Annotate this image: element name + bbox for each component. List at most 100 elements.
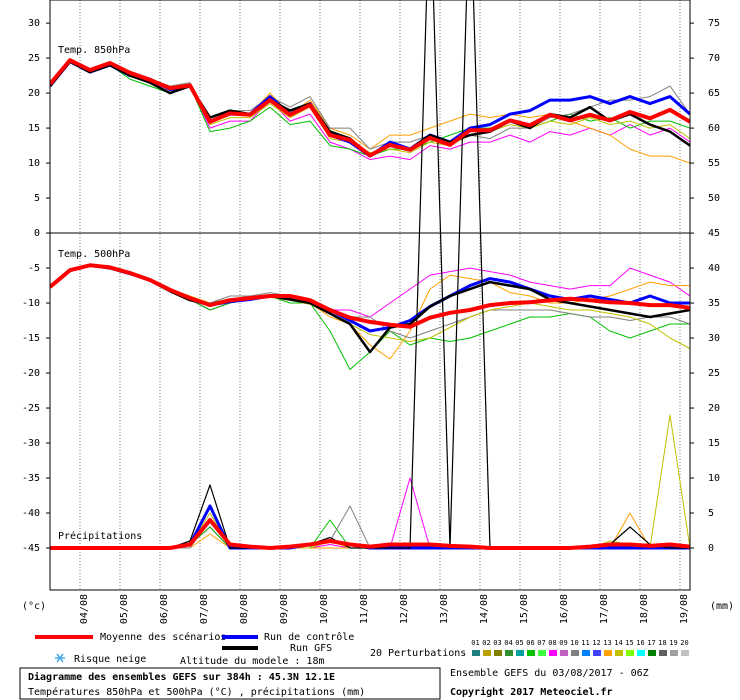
x-tick-label: 16/08 bbox=[559, 594, 570, 624]
y-tick-label: -35 bbox=[22, 473, 40, 484]
x-tick-label: 12/08 bbox=[399, 594, 410, 624]
member-label: 02 bbox=[482, 639, 490, 647]
y-tick-label: -45 bbox=[22, 543, 40, 554]
member-swatch bbox=[604, 650, 612, 656]
y-tick-label: 20 bbox=[28, 88, 40, 99]
series-line bbox=[50, 263, 690, 329]
member-swatch bbox=[538, 650, 546, 656]
y-tick-label: 10 bbox=[28, 158, 40, 169]
info-box bbox=[19, 667, 441, 700]
y2-tick-label: 65 bbox=[708, 88, 720, 99]
copyright: Copyright 2017 Meteociel.fr bbox=[450, 686, 613, 698]
member-swatch bbox=[527, 650, 535, 656]
x-tick-label: 18/08 bbox=[639, 594, 650, 624]
member-label: 05 bbox=[515, 639, 523, 647]
member-swatch bbox=[637, 650, 645, 656]
x-tick-label: 04/08 bbox=[79, 594, 90, 624]
perturbations-label: 20 Perturbations bbox=[370, 648, 466, 659]
member-swatch bbox=[648, 650, 656, 656]
y2-tick-label: 25 bbox=[708, 368, 720, 379]
y-tick-label: 15 bbox=[28, 123, 40, 134]
y-unit: (°c) bbox=[22, 601, 46, 612]
legend-label: Moyenne des scénarios bbox=[100, 631, 226, 643]
panel-label: Temp. 500hPa bbox=[58, 249, 130, 260]
snow-label: Risque neige bbox=[74, 654, 146, 665]
y2-tick-label: 40 bbox=[708, 263, 720, 274]
y-tick-label: -15 bbox=[22, 333, 40, 344]
legend-label: Run GFS bbox=[290, 643, 332, 654]
member-label: 10 bbox=[570, 639, 578, 647]
x-tick-label: 17/08 bbox=[599, 594, 610, 624]
member-swatch bbox=[494, 650, 502, 656]
member-label: 18 bbox=[658, 639, 666, 647]
y2-tick-label: 55 bbox=[708, 158, 720, 169]
x-tick-label: 11/08 bbox=[359, 594, 370, 624]
title: Diagramme des ensembles GEFS sur 384h : … bbox=[28, 671, 335, 683]
member-swatch bbox=[659, 650, 667, 656]
member-label: 11 bbox=[581, 639, 589, 647]
member-label: 20 bbox=[680, 639, 688, 647]
subtitle: Températures 850hPa et 500hPa (°C) , pré… bbox=[28, 686, 365, 698]
member-swatch bbox=[593, 650, 601, 656]
member-swatch bbox=[472, 650, 480, 656]
x-tick-label: 05/08 bbox=[119, 594, 130, 624]
member-swatch bbox=[549, 650, 557, 656]
member-label: 17 bbox=[647, 639, 655, 647]
x-tick-label: 08/08 bbox=[239, 594, 250, 624]
y2-tick-label: 70 bbox=[708, 53, 720, 64]
y2-tick-label: 0 bbox=[708, 543, 714, 554]
member-label: 19 bbox=[669, 639, 677, 647]
y-tick-label: 25 bbox=[28, 53, 40, 64]
panel-label: Temp. 850hPa bbox=[58, 45, 130, 56]
y-tick-label: -5 bbox=[28, 263, 40, 274]
y-tick-label: 30 bbox=[28, 18, 40, 29]
y2-tick-label: 15 bbox=[708, 438, 720, 449]
member-swatch bbox=[582, 650, 590, 656]
run-info: Ensemble GEFS du 03/08/2017 - 06Z bbox=[450, 668, 649, 679]
x-tick-label: 10/08 bbox=[319, 594, 330, 624]
y-tick-label: -40 bbox=[22, 508, 40, 519]
y-tick-label: 0 bbox=[34, 228, 40, 239]
y2-tick-label: 45 bbox=[708, 228, 720, 239]
member-label: 06 bbox=[526, 639, 534, 647]
y-tick-label: -10 bbox=[22, 298, 40, 309]
member-swatch bbox=[505, 650, 513, 656]
member-label: 14 bbox=[614, 639, 622, 647]
x-tick-label: 14/08 bbox=[479, 594, 490, 624]
snow-icon bbox=[55, 653, 65, 663]
member-swatch bbox=[626, 650, 634, 656]
y2-tick-label: 10 bbox=[708, 473, 720, 484]
member-swatch bbox=[615, 650, 623, 656]
y-tick-label: -25 bbox=[22, 403, 40, 414]
x-tick-label: 13/08 bbox=[439, 594, 450, 624]
plot-lines bbox=[50, 0, 690, 550]
y2-tick-label: 20 bbox=[708, 403, 720, 414]
member-label: 07 bbox=[537, 639, 545, 647]
member-label: 09 bbox=[559, 639, 567, 647]
member-label: 12 bbox=[592, 639, 600, 647]
y-tick-label: -20 bbox=[22, 368, 40, 379]
legend-label: Run de contrôle bbox=[264, 631, 354, 643]
series-line bbox=[50, 58, 690, 158]
altitude: Altitude du modele : 18m bbox=[180, 656, 325, 667]
y2-tick-label: 75 bbox=[708, 18, 720, 29]
x-tick-label: 09/08 bbox=[279, 594, 290, 624]
member-swatch bbox=[681, 650, 689, 656]
member-label: 16 bbox=[636, 639, 644, 647]
member-swatch bbox=[571, 650, 579, 656]
x-tick-label: 19/08 bbox=[679, 594, 690, 624]
y2-tick-label: 5 bbox=[708, 508, 714, 519]
y2-tick-label: 60 bbox=[708, 123, 720, 134]
member-swatch bbox=[516, 650, 524, 656]
x-tick-label: 06/08 bbox=[159, 594, 170, 624]
member-label: 01 bbox=[471, 639, 479, 647]
y2-tick-label: 50 bbox=[708, 193, 720, 204]
member-label: 13 bbox=[603, 639, 611, 647]
member-swatch bbox=[670, 650, 678, 656]
series-line bbox=[50, 518, 690, 550]
y2-unit: (mm) bbox=[710, 601, 734, 612]
member-label: 08 bbox=[548, 639, 556, 647]
x-tick-label: 15/08 bbox=[519, 594, 530, 624]
